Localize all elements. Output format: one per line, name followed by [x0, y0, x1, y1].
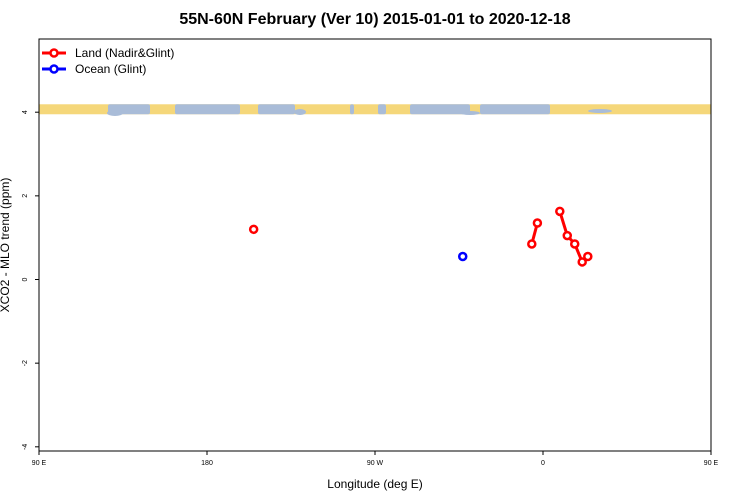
data-point [532, 218, 543, 228]
ocean-strip-segment [350, 104, 354, 115]
y-tick-label: 4 [22, 110, 29, 114]
data-point [457, 251, 468, 262]
legend-label: Land (Nadir&Glint) [75, 46, 174, 60]
y-axis-label: XCO2 - MLO trend (ppm) [0, 178, 12, 313]
ocean-strip-segment [258, 104, 295, 115]
ocean-strip-segment [410, 104, 470, 115]
x-tick-label: 180 [201, 460, 213, 467]
series-layer [248, 206, 593, 267]
data-point [527, 239, 537, 249]
x-tick-label: 90 W [367, 460, 384, 467]
data-point [569, 239, 580, 249]
data-point [248, 224, 259, 235]
x-tick-label: 0 [541, 460, 545, 467]
legend-label: Ocean (Glint) [75, 62, 146, 76]
data-point [583, 251, 593, 262]
legend: Land (Nadir&Glint) Ocean (Glint) [42, 46, 174, 76]
ocean-strip-segment [588, 109, 612, 113]
y-tick-label: 2 [22, 194, 29, 198]
y-tick-label: -4 [22, 444, 29, 450]
ocean-strip-segment [480, 104, 550, 115]
y-tick-label: -2 [22, 360, 29, 366]
ocean-strip-segment [185, 109, 225, 113]
plot-frame [38, 38, 712, 452]
ocean-strip-segment [107, 110, 123, 116]
y-tick-label: 0 [22, 277, 29, 281]
legend-marker [49, 64, 59, 74]
land-ocean-strip [39, 104, 711, 116]
data-point [562, 230, 573, 241]
ocean-strip-segment [294, 109, 306, 115]
x-tick-label: 90 E [704, 460, 719, 467]
x-tick-label: 90 E [32, 460, 47, 467]
ocean-strip-segment [378, 104, 386, 115]
x-axis: 90 E 180 90 W 0 90 E [32, 451, 719, 467]
chart-title: 55N-60N February (Ver 10) 2015-01-01 to … [179, 11, 570, 28]
ocean-strip-segment [460, 111, 480, 115]
data-point [555, 206, 565, 217]
x-axis-label: Longitude (deg E) [327, 477, 422, 491]
legend-marker [49, 48, 59, 58]
data-point [577, 257, 587, 267]
land-strip [39, 104, 711, 115]
y-axis: 4 2 0 -2 -4 [22, 110, 39, 450]
